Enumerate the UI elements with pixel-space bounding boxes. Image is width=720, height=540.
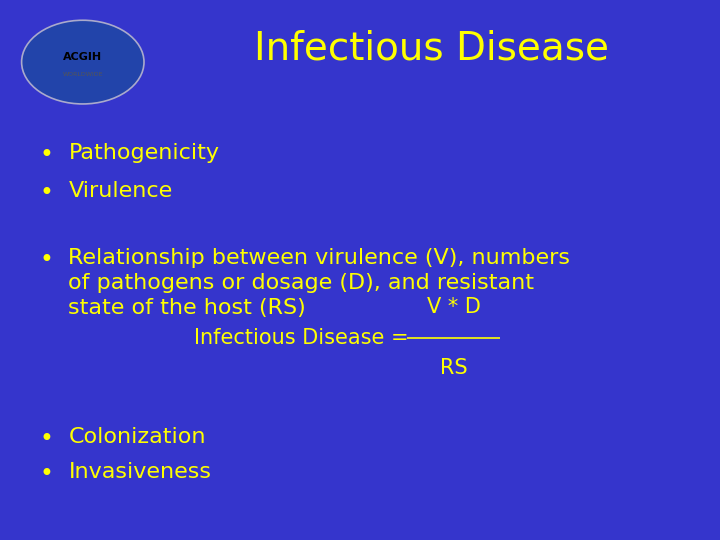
Text: •: • bbox=[40, 427, 54, 450]
Text: V * D: V * D bbox=[427, 297, 480, 317]
Text: Colonization: Colonization bbox=[68, 427, 206, 447]
Text: Pathogenicity: Pathogenicity bbox=[68, 143, 220, 163]
Text: Infectious Disease: Infectious Disease bbox=[254, 30, 610, 68]
Text: •: • bbox=[40, 462, 54, 485]
Text: Invasiveness: Invasiveness bbox=[68, 462, 212, 482]
Text: •: • bbox=[40, 248, 54, 272]
Text: ACGIH: ACGIH bbox=[63, 52, 102, 62]
Text: •: • bbox=[40, 143, 54, 167]
Text: Infectious Disease =: Infectious Disease = bbox=[194, 327, 415, 348]
Text: RS: RS bbox=[440, 358, 467, 378]
Text: •: • bbox=[40, 181, 54, 205]
Text: WORLDWIDE: WORLDWIDE bbox=[63, 72, 103, 77]
Ellipse shape bbox=[22, 20, 144, 104]
Text: Virulence: Virulence bbox=[68, 181, 173, 201]
Text: Relationship between virulence (V), numbers
of pathogens or dosage (D), and resi: Relationship between virulence (V), numb… bbox=[68, 248, 570, 318]
